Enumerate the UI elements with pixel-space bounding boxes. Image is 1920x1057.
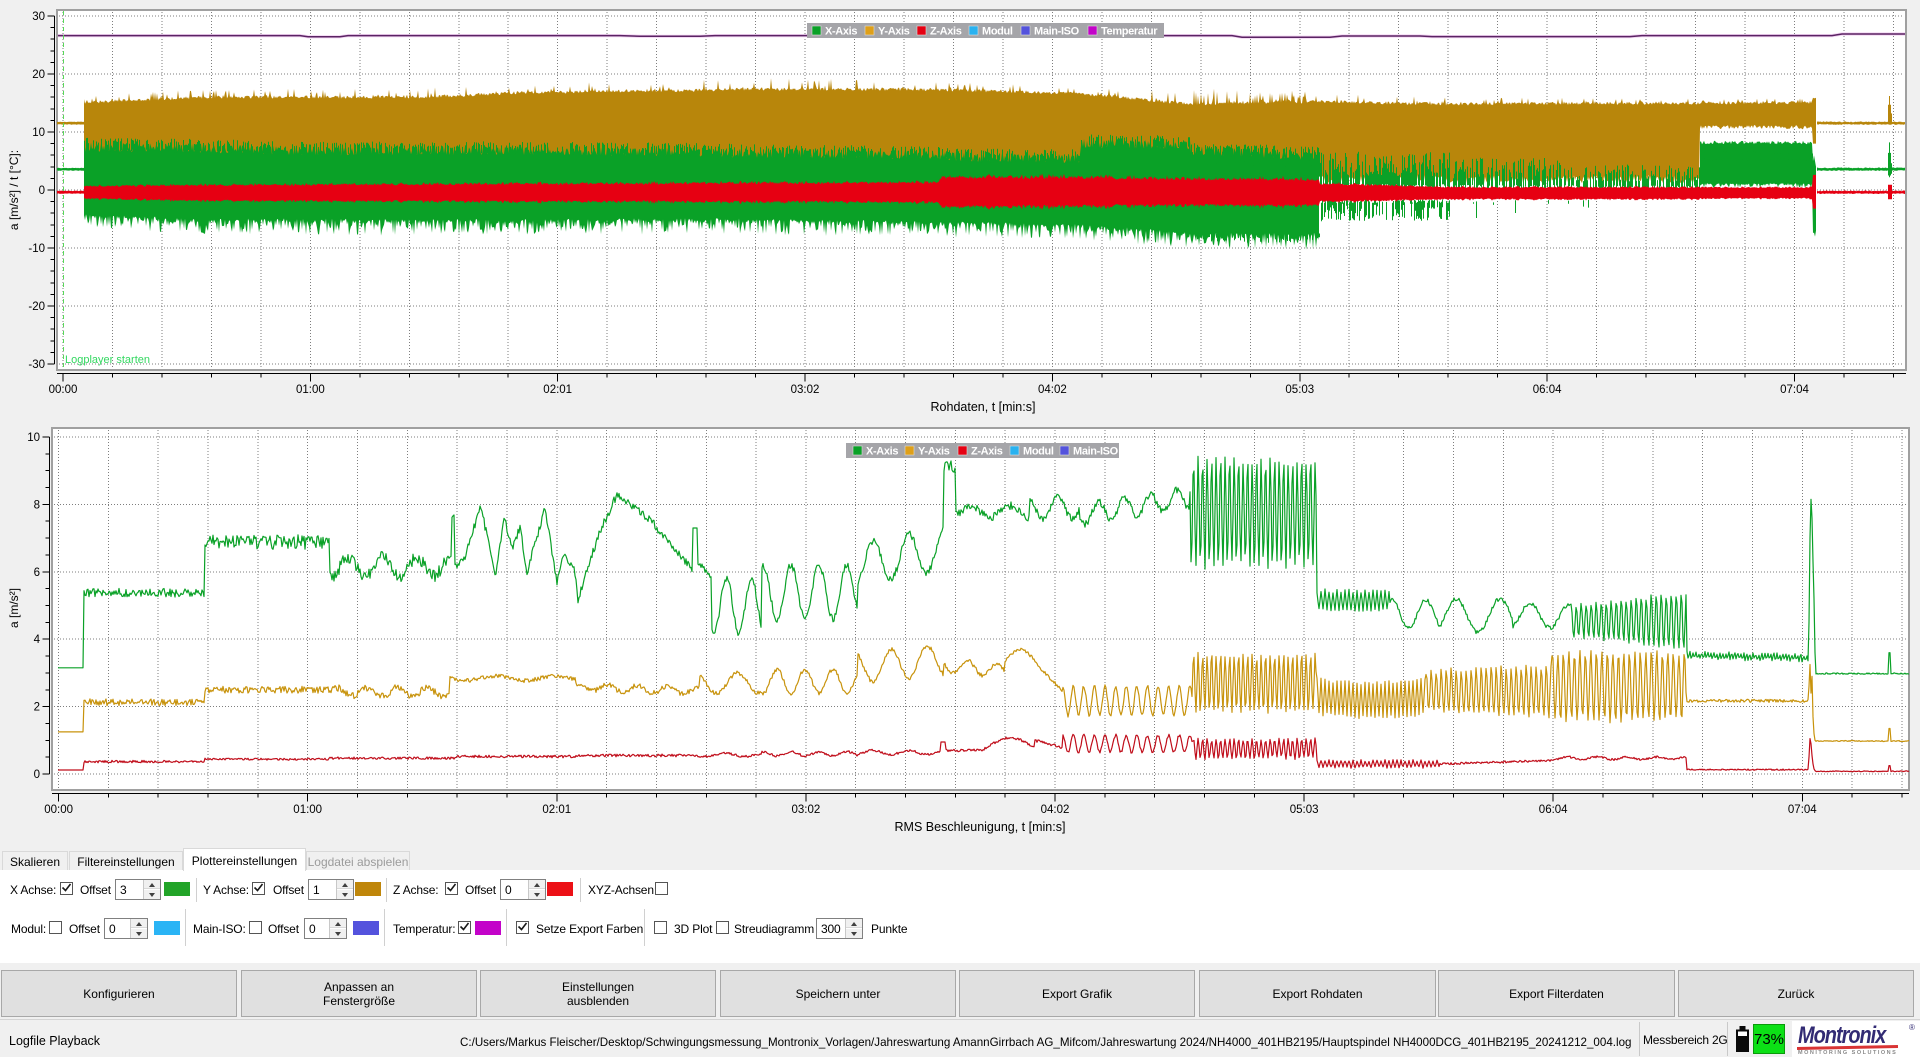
svg-text:10: 10 bbox=[32, 127, 45, 139]
svg-text:X-Axis: X-Axis bbox=[866, 446, 898, 458]
svg-text:8: 8 bbox=[34, 499, 40, 511]
svg-text:Y-Axis: Y-Axis bbox=[878, 26, 910, 38]
svg-text:30: 30 bbox=[32, 11, 45, 23]
svg-text:05:03: 05:03 bbox=[1285, 384, 1314, 396]
svg-text:Main-ISO: Main-ISO bbox=[1073, 446, 1119, 458]
svg-text:Z-Axis: Z-Axis bbox=[930, 26, 962, 38]
svg-text:05:03: 05:03 bbox=[1290, 804, 1319, 816]
svg-text:02:01: 02:01 bbox=[542, 804, 571, 816]
svg-text:07:04: 07:04 bbox=[1788, 804, 1817, 816]
svg-text:2: 2 bbox=[34, 702, 40, 714]
svg-text:Modul: Modul bbox=[982, 26, 1013, 38]
svg-text:0: 0 bbox=[39, 185, 45, 197]
svg-text:03:02: 03:02 bbox=[792, 804, 821, 816]
svg-text:Temperatur: Temperatur bbox=[1101, 26, 1158, 38]
svg-text:10: 10 bbox=[27, 432, 40, 444]
svg-text:04:02: 04:02 bbox=[1041, 804, 1070, 816]
svg-text:a [m/s²] / t [°C]:: a [m/s²] / t [°C]: bbox=[7, 150, 21, 230]
svg-text:-20: -20 bbox=[28, 301, 45, 313]
svg-text:X-Axis: X-Axis bbox=[825, 26, 857, 38]
svg-text:00:00: 00:00 bbox=[44, 804, 73, 816]
svg-text:01:00: 01:00 bbox=[293, 804, 322, 816]
svg-text:06:04: 06:04 bbox=[1533, 384, 1562, 396]
svg-text:01:00: 01:00 bbox=[296, 384, 325, 396]
svg-text:03:02: 03:02 bbox=[791, 384, 820, 396]
svg-text:Y-Axis: Y-Axis bbox=[918, 446, 950, 458]
svg-text:-30: -30 bbox=[28, 359, 45, 371]
svg-text:4: 4 bbox=[34, 634, 41, 646]
svg-text:02:01: 02:01 bbox=[543, 384, 572, 396]
svg-text:Main-ISO: Main-ISO bbox=[1034, 26, 1080, 38]
svg-text:06:04: 06:04 bbox=[1539, 804, 1568, 816]
svg-text:RMS Beschleunigung, t [min:s]: RMS Beschleunigung, t [min:s] bbox=[895, 820, 1066, 834]
svg-text:-10: -10 bbox=[28, 243, 45, 255]
svg-text:Rohdaten, t [min:s]: Rohdaten, t [min:s] bbox=[931, 400, 1036, 414]
svg-text:Logplayer starten: Logplayer starten bbox=[65, 354, 150, 366]
svg-text:07:04: 07:04 bbox=[1780, 384, 1809, 396]
svg-text:00:00: 00:00 bbox=[49, 384, 78, 396]
svg-text:04:02: 04:02 bbox=[1038, 384, 1067, 396]
svg-text:Z-Axis: Z-Axis bbox=[971, 446, 1003, 458]
svg-text:a [m/s²]: a [m/s²] bbox=[7, 588, 21, 628]
svg-text:6: 6 bbox=[34, 567, 40, 579]
svg-text:0: 0 bbox=[34, 769, 40, 781]
svg-text:Modul: Modul bbox=[1023, 446, 1054, 458]
svg-text:20: 20 bbox=[32, 69, 45, 81]
